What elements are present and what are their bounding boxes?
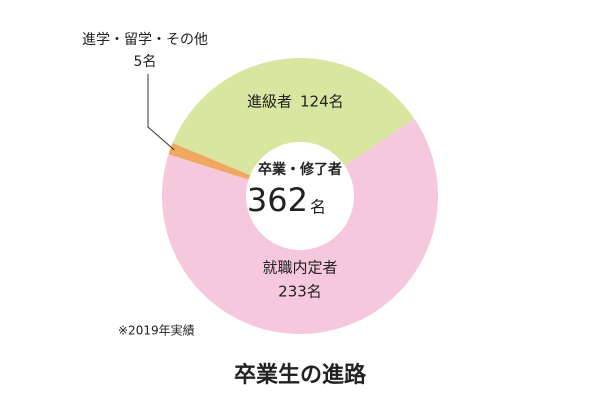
pie-slice (172, 57, 415, 197)
center-value: 362 (247, 181, 308, 219)
donut-hole (246, 142, 354, 250)
leader-line (147, 74, 175, 151)
chart-title: 卒業生の進路 (234, 362, 367, 388)
slice-value: 233名 (278, 283, 322, 301)
slice-value: 124名 (300, 93, 344, 111)
slice-label: 就職内定者 (262, 259, 337, 277)
center-unit: 名 (310, 198, 326, 217)
slice-label: 進級者 (247, 93, 292, 111)
slice-label: 進学・留学・その他 (82, 32, 208, 48)
note: ※2019年実績 (118, 323, 195, 338)
slice-value: 5名 (134, 54, 157, 70)
center-label: 卒業・修了者 (258, 161, 342, 178)
